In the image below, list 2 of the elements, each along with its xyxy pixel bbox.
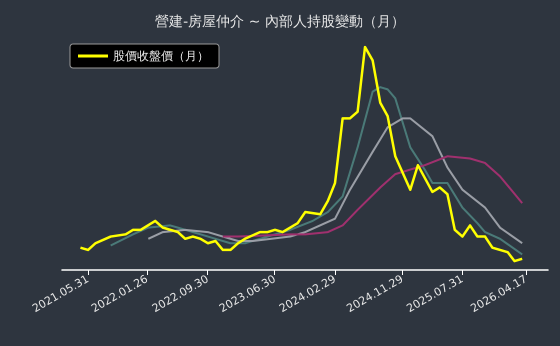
chart-title: 營建-房屋仲介 ~ 內部人持股變動（月） <box>155 14 405 30</box>
legend-label: 股價收盤價（月） <box>113 49 209 63</box>
